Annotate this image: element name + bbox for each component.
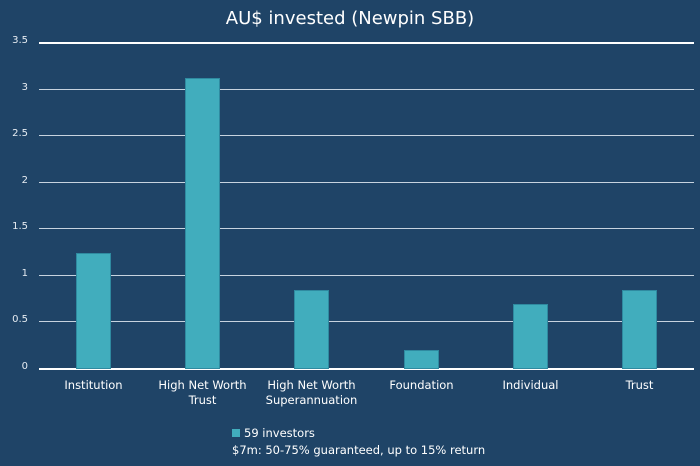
bar (513, 304, 548, 369)
bar (185, 78, 220, 369)
gridline (39, 42, 694, 44)
gridline (39, 135, 694, 136)
legend-label: 59 investors (244, 426, 315, 440)
y-tick-label: 3 (21, 82, 28, 93)
y-tick-label: 0 (21, 361, 28, 372)
gridline (39, 89, 694, 90)
y-tick-label: 0.5 (12, 314, 28, 325)
gridline (39, 275, 694, 276)
y-tick-label: 1.5 (12, 221, 28, 232)
gridline (39, 321, 694, 322)
bar (404, 350, 439, 369)
legend-note: $7m: 50-75% guaranteed, up to 15% return (232, 443, 486, 457)
bar (622, 290, 657, 369)
bar (294, 290, 329, 369)
gridline (39, 368, 694, 370)
gridline (39, 228, 694, 229)
x-tick-label: Trust (625, 378, 654, 392)
legend-entry: 59 investors (232, 425, 485, 442)
x-tick-label: Institution (64, 378, 123, 392)
gridline (39, 182, 694, 183)
legend: 59 investors $7m: 50-75% guaranteed, up … (232, 425, 485, 459)
bar (76, 253, 111, 369)
y-tick-label: 3.5 (12, 35, 28, 46)
y-tick-label: 1 (21, 268, 28, 279)
chart-title: AU$ invested (Newpin SBB) (225, 8, 475, 29)
x-tick-label: High Net Worth Trust (158, 378, 247, 407)
x-tick-label: Individual (502, 378, 559, 392)
legend-swatch-icon (232, 429, 240, 437)
x-tick-label: Foundation (389, 378, 454, 392)
y-tick-label: 2 (21, 175, 28, 186)
x-tick-label: High Net Worth Superannuation (265, 378, 358, 407)
y-tick-label: 2.5 (12, 128, 28, 139)
